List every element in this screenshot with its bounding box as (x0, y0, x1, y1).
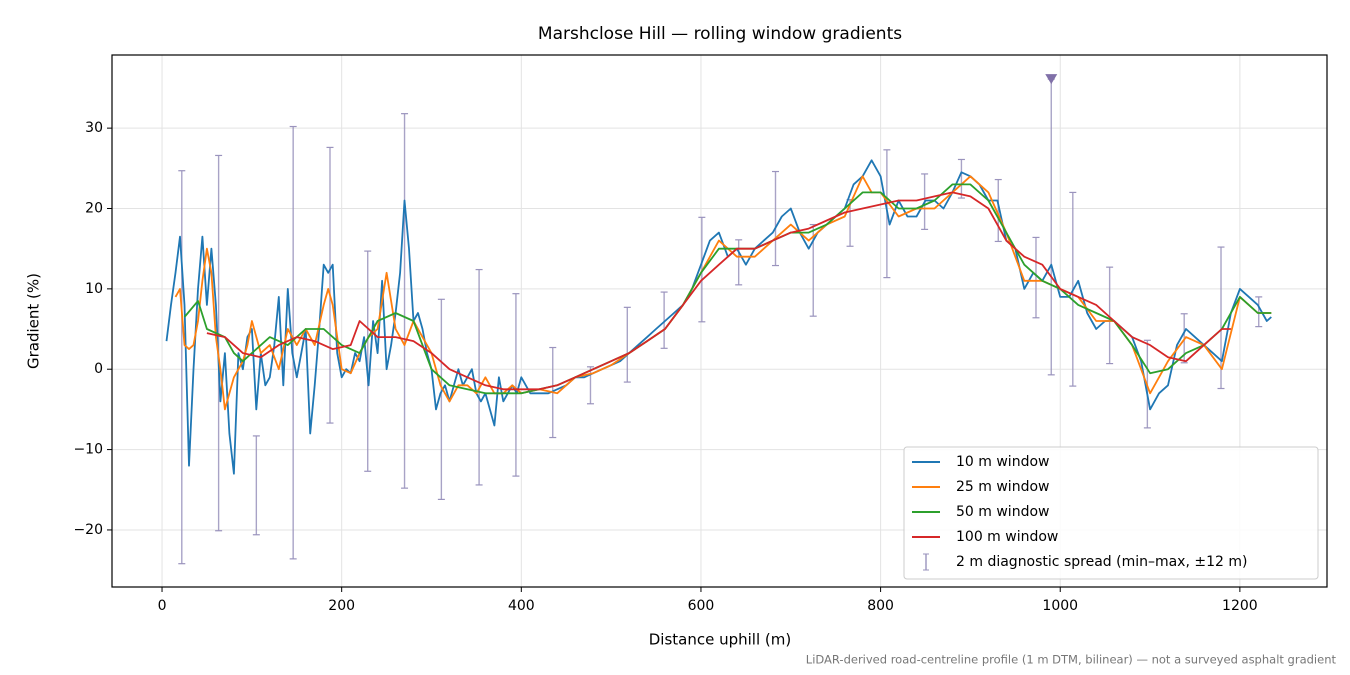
series-line (206, 191, 1231, 391)
series-line (165, 159, 1272, 475)
series-line (174, 175, 1272, 411)
x-tick-label: 200 (328, 598, 355, 614)
chart-title: Marshclose Hill — rolling window gradien… (538, 24, 902, 44)
x-tick-label: 400 (508, 598, 535, 614)
legend-label: 100 m window (956, 529, 1058, 545)
y-tick-label: −20 (73, 522, 103, 538)
x-tick-label: 800 (867, 598, 894, 614)
y-tick-label: −10 (73, 442, 103, 458)
legend-label: 2 m diagnostic spread (min–max, ±12 m) (956, 554, 1247, 570)
y-tick-label: 30 (85, 120, 103, 136)
legend-label: 25 m window (956, 479, 1049, 495)
clip-marker (1045, 74, 1058, 85)
axes-frame (111, 54, 1328, 588)
legend-box (903, 446, 1319, 580)
x-tick-label: 600 (688, 598, 715, 614)
y-axis-label: Gradient (%) (25, 273, 43, 369)
x-tick-label: 0 (158, 598, 167, 614)
legend-label: 10 m window (956, 454, 1049, 470)
y-tick-label: 20 (85, 200, 103, 216)
y-tick-label: 0 (94, 361, 103, 377)
x-tick-label: 1000 (1042, 598, 1078, 614)
axes: 0 200 400 600 800 1000 1200 −20 −10 0 10 20 30 (73, 120, 1257, 614)
series-line (183, 183, 1272, 395)
plot-area (165, 78, 1272, 565)
legend: 10 m window 25 m window 50 m window 100 m w… (903, 446, 1319, 580)
x-axis-label: Distance uphill (m) (649, 631, 791, 649)
y-tick-label: 10 (85, 281, 103, 297)
legend-label: 50 m window (956, 504, 1049, 520)
footnote: LiDAR-derived road-centreline profile (1… (806, 653, 1337, 667)
grid (112, 55, 1327, 587)
x-tick-label: 1200 (1222, 598, 1258, 614)
